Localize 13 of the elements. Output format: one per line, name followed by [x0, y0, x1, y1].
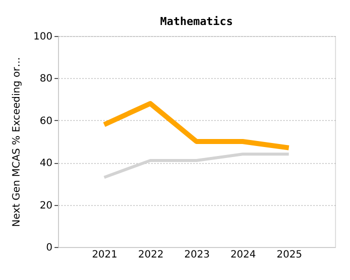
y-tick-label: 100 [33, 32, 52, 42]
chart-title: Mathematics [160, 15, 233, 28]
y-tick-label: 0 [46, 242, 52, 254]
x-tick-label: 2025 [276, 250, 302, 260]
y-axis-title: Next Gen MCAS % Exceeding or… [11, 57, 22, 227]
y-tick-label: 60 [40, 116, 52, 127]
y-tick-label: 80 [40, 74, 52, 85]
y-tick-label: 40 [40, 158, 52, 170]
y-tick-label: 20 [40, 200, 52, 212]
x-tick-label: 2024 [230, 250, 256, 260]
x-tick-label: 2022 [138, 250, 164, 260]
x-tick-label: 2023 [184, 250, 210, 260]
x-tick-label: 2021 [92, 250, 118, 260]
